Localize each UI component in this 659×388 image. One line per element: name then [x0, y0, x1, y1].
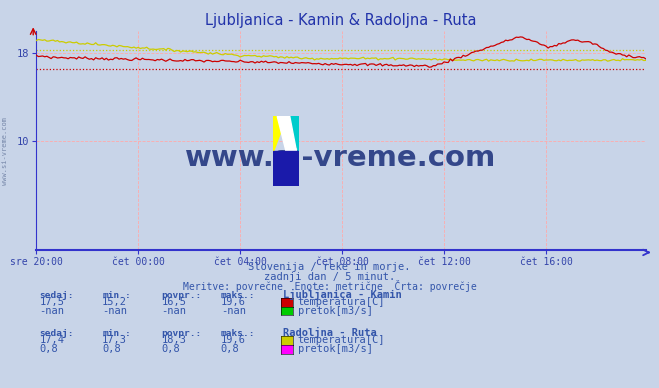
Text: Meritve: povrečne  Enote: metrične  Črta: povrečje: Meritve: povrečne Enote: metrične Črta: … [183, 280, 476, 292]
Text: sedaj:: sedaj: [40, 291, 74, 300]
Title: Ljubljanica - Kamin & Radoljna - Ruta: Ljubljanica - Kamin & Radoljna - Ruta [206, 14, 476, 28]
Text: -nan: -nan [221, 305, 246, 315]
Text: 0,8: 0,8 [40, 344, 58, 354]
Text: maks.:: maks.: [221, 329, 255, 338]
Text: www.si-vreme.com: www.si-vreme.com [2, 117, 9, 185]
Text: 19,6: 19,6 [221, 296, 246, 307]
Text: Radoljna - Ruta: Radoljna - Ruta [283, 327, 377, 338]
Text: pretok[m3/s]: pretok[m3/s] [298, 344, 373, 354]
Polygon shape [286, 116, 299, 151]
Text: zadnji dan / 5 minut.: zadnji dan / 5 minut. [264, 272, 395, 282]
Text: -nan: -nan [161, 305, 186, 315]
Text: -nan: -nan [40, 305, 65, 315]
Text: 19,6: 19,6 [221, 335, 246, 345]
Text: sedaj:: sedaj: [40, 329, 74, 338]
Text: 18,3: 18,3 [161, 335, 186, 345]
Polygon shape [273, 151, 299, 186]
Text: 15,2: 15,2 [102, 296, 127, 307]
Text: maks.:: maks.: [221, 291, 255, 300]
Text: 17,3: 17,3 [102, 335, 127, 345]
Text: min.:: min.: [102, 329, 131, 338]
Text: povpr.:: povpr.: [161, 291, 202, 300]
Text: -nan: -nan [102, 305, 127, 315]
Text: Slovenija / reke in morje.: Slovenija / reke in morje. [248, 262, 411, 272]
Text: 0,8: 0,8 [161, 344, 180, 354]
Polygon shape [273, 116, 286, 151]
Polygon shape [277, 116, 299, 176]
Text: povpr.:: povpr.: [161, 329, 202, 338]
Text: temperatura[C]: temperatura[C] [298, 335, 386, 345]
Text: pretok[m3/s]: pretok[m3/s] [298, 305, 373, 315]
Text: 17,4: 17,4 [40, 335, 65, 345]
Text: Ljubljanica - Kamin: Ljubljanica - Kamin [283, 289, 402, 300]
Text: 0,8: 0,8 [102, 344, 121, 354]
Text: min.:: min.: [102, 291, 131, 300]
Text: www.si-vreme.com: www.si-vreme.com [185, 144, 497, 172]
Text: 17,5: 17,5 [40, 296, 65, 307]
Text: 0,8: 0,8 [221, 344, 239, 354]
Text: temperatura[C]: temperatura[C] [298, 296, 386, 307]
Text: 16,5: 16,5 [161, 296, 186, 307]
